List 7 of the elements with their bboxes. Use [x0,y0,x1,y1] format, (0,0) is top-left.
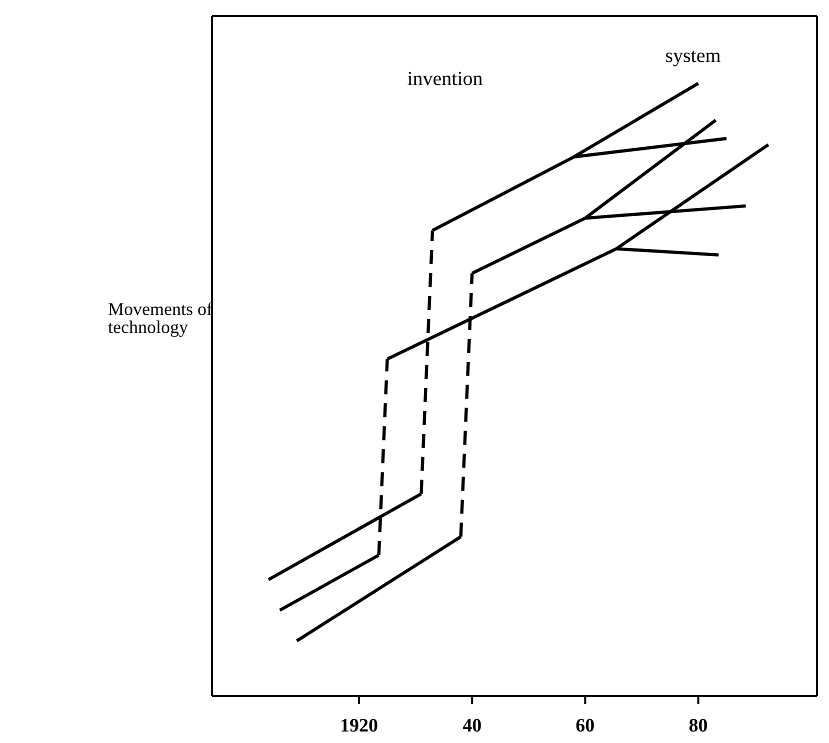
x-tick-label: 1920 [340,715,378,736]
x-tick-label: 60 [576,715,595,736]
x-tick-label: 80 [688,715,708,736]
x-tick-label: 40 [462,715,482,736]
text: system [665,45,721,68]
annotation: invention [407,68,483,91]
y-axis-title: Movements of technology [108,299,214,337]
